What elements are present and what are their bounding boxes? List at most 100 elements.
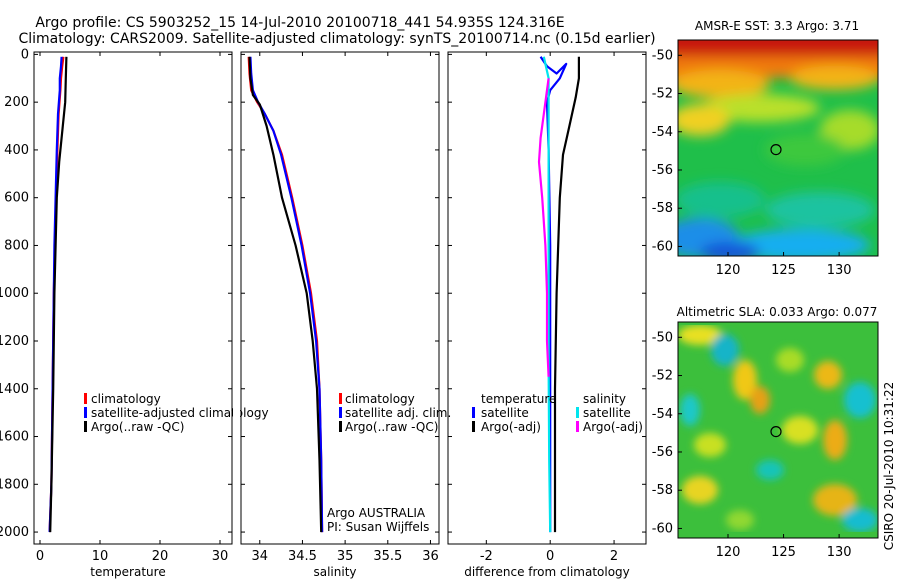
difference-legend: temperature salinity satellite Argo(-adj…	[472, 392, 643, 434]
map-x-tick-label: 125	[771, 263, 796, 278]
sst-map-ticks: -50 -52 -54 -56 -58 -60 120 125 130	[652, 48, 852, 278]
series-line	[537, 78, 550, 377]
x-tick-label: 36	[422, 549, 439, 564]
depth-tick-label: 1600	[0, 430, 29, 445]
legend-swatch-satellite	[84, 407, 87, 418]
legend-swatch-sal-satellite	[576, 407, 579, 418]
map-y-tick-label: -56	[652, 445, 673, 460]
x-tick-label: 2	[610, 549, 618, 564]
map-y-tick-label: -58	[652, 201, 673, 216]
sla-argo-marker	[770, 426, 782, 438]
map-x-tick-label: 130	[827, 263, 852, 278]
map-x-tick-label: 120	[716, 263, 741, 278]
pi-annotation: PI: Susan Wijffels	[327, 520, 429, 534]
difference-xlabel: difference from climatology	[464, 565, 630, 579]
legend-label: climatology	[91, 392, 161, 406]
depth-tick-labels: 0 200 400 600 800 1000 1200 1400 1600 1800 2000	[0, 47, 29, 540]
sla-map-image	[678, 322, 878, 538]
header-title-line2: Climatology: CARS2009. Satellite-adjuste…	[18, 31, 655, 47]
series-line	[539, 56, 568, 533]
map-y-tick-label: -50	[652, 48, 673, 63]
x-tick-label: 34.5	[288, 549, 317, 564]
sst-map-frame	[677, 39, 879, 257]
legend-label: satellite adj. clim.	[345, 406, 451, 420]
legend-swatch-satellite	[339, 407, 342, 418]
map-y-tick-label: -52	[652, 369, 673, 384]
legend-label: Argo(..raw -QC)	[91, 420, 184, 434]
difference-axes	[447, 51, 647, 545]
legend-swatch-climatology	[84, 393, 87, 404]
legend-label: Argo(-adj)	[583, 420, 643, 434]
legend-clip-mask	[233, 395, 240, 435]
legend-label: Argo(..raw -QC)	[345, 420, 438, 434]
x-tick-label: 0	[546, 549, 554, 564]
header-title-line1: Argo profile: CS 5903252_15 14-Jul-2010 …	[35, 15, 564, 31]
sst-map-title: AMSR-E SST: 3.3 Argo: 3.71	[695, 19, 859, 33]
salinity-xlabel: salinity	[313, 565, 356, 579]
map-y-tick-label: -54	[652, 125, 673, 140]
map-x-tick-label: 130	[827, 545, 852, 560]
legend-label: satellite	[583, 406, 631, 420]
sla-map-frame	[677, 321, 879, 539]
legend-swatch-sal-argo	[576, 421, 579, 432]
depth-tick-label: 1800	[0, 477, 29, 492]
temperature-axes	[33, 51, 233, 545]
salinity-x-ticks: 34 34.5 35 35.5 36	[241, 52, 439, 564]
sla-map-title: Altimetric SLA: 0.033 Argo: 0.077	[677, 305, 878, 319]
series-line	[249, 56, 324, 533]
depth-tick-label: 2000	[0, 525, 29, 540]
map-y-tick-label: -56	[652, 163, 673, 178]
series-line	[553, 56, 581, 533]
legend-label: climatology	[345, 392, 415, 406]
salinity-series	[247, 56, 324, 533]
depth-tick-label: 1200	[0, 334, 29, 349]
legend-swatch-climatology	[339, 393, 342, 404]
sst-map-image	[678, 40, 878, 256]
depth-tick-label: 800	[4, 238, 29, 253]
legend-label: satellite-adjusted climatology	[91, 406, 269, 420]
map-y-tick-label: -52	[652, 87, 673, 102]
map-y-tick-label: -54	[652, 407, 673, 422]
csiro-timestamp: CSIRO 20-Jul-2010 10:31:22	[882, 382, 896, 550]
temperature-xlabel: temperature	[90, 565, 165, 579]
series-line	[248, 56, 323, 533]
map-y-tick-label: -58	[652, 483, 673, 498]
map-y-tick-label: -50	[652, 330, 673, 345]
map-x-tick-label: 120	[716, 545, 741, 560]
temperature-legend: climatology satellite-adjusted climatolo…	[84, 392, 269, 434]
map-x-tick-label: 125	[771, 545, 796, 560]
difference-series	[537, 56, 581, 533]
legend-swatch-temp-satellite	[472, 407, 475, 418]
x-tick-label: 30	[212, 549, 229, 564]
x-tick-label: 35	[337, 549, 354, 564]
series-line	[542, 56, 552, 533]
salinity-axes	[240, 51, 440, 545]
depth-tick-label: 200	[4, 95, 29, 110]
map-y-tick-label: -60	[652, 521, 673, 536]
float-owner-annotation: Argo AUSTRALIA	[327, 506, 426, 520]
legend-swatch-argo	[84, 421, 87, 432]
legend-swatch-temp-argo	[472, 421, 475, 432]
legend-label: satellite	[481, 406, 529, 420]
map-y-tick-label: -60	[652, 239, 673, 254]
depth-tick-label: 1400	[0, 382, 29, 397]
x-tick-label: -2	[480, 549, 493, 564]
sla-map-ticks: -50 -52 -54 -56 -58 -60 120 125 130	[652, 330, 852, 560]
sst-argo-marker	[770, 144, 782, 156]
x-tick-label: 10	[92, 549, 109, 564]
x-tick-label: 34	[252, 549, 269, 564]
depth-tick-label: 400	[4, 143, 29, 158]
depth-tick-label: 0	[21, 47, 29, 62]
legend-title-salinity: salinity	[583, 392, 626, 406]
series-line	[49, 56, 68, 533]
temperature-x-ticks: 0 10 20 30	[34, 52, 232, 564]
salinity-legend: climatology satellite adj. clim. Argo(..…	[339, 392, 451, 434]
x-tick-label: 20	[152, 549, 169, 564]
x-tick-label: 35.5	[373, 549, 402, 564]
temperature-series	[48, 56, 68, 533]
depth-tick-label: 1000	[0, 286, 29, 301]
legend-title-temperature: temperature	[481, 392, 556, 406]
legend-swatch-argo	[339, 421, 342, 432]
difference-x-ticks: -2 0 2	[448, 52, 646, 564]
